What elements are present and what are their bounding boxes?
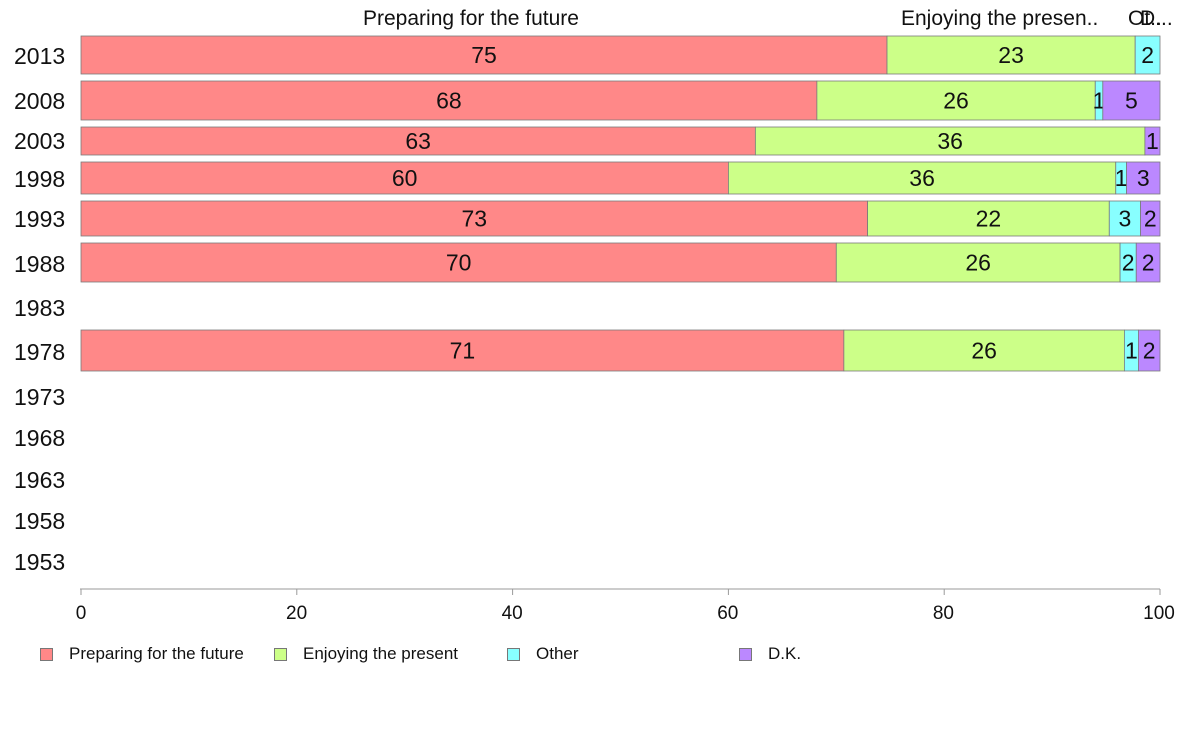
top-label-preparing: Preparing for the future xyxy=(363,7,579,30)
bar-value-label: 73 xyxy=(461,206,487,232)
bar-segment xyxy=(80,126,756,156)
y-tick-label: 1978 xyxy=(14,339,66,365)
bar-segment xyxy=(835,242,1121,283)
bar-value-label: 63 xyxy=(405,128,431,154)
legend-swatch xyxy=(40,647,53,661)
bar-value-label: 36 xyxy=(909,165,935,191)
bar-segment xyxy=(1138,329,1161,372)
bar-segment xyxy=(1144,126,1161,156)
top-label-other: Ot.. xyxy=(1128,7,1162,30)
legend-label: Other xyxy=(536,644,579,663)
x-tick-label: 40 xyxy=(501,603,523,624)
legend-item-other: Other xyxy=(507,644,579,664)
bar-value-label: 5 xyxy=(1125,88,1138,114)
bar-segment xyxy=(80,242,837,283)
bar-segment xyxy=(1134,35,1161,75)
bar-value-label: 2 xyxy=(1144,206,1157,232)
bar-value-label: 1 xyxy=(1093,88,1106,114)
bar-value-label: 22 xyxy=(976,206,1002,232)
legend-swatch xyxy=(274,647,287,661)
bar-segment xyxy=(80,200,868,237)
y-tick-label: 1958 xyxy=(14,508,66,534)
bar-segment xyxy=(1108,200,1141,237)
y-tick-label: 1983 xyxy=(14,295,66,321)
bar-segment xyxy=(1126,161,1161,195)
bar-segment xyxy=(754,126,1146,156)
legend-item-dk: D.K. xyxy=(739,644,801,664)
bar-segment xyxy=(80,329,845,372)
legend-item-enjoying: Enjoying the present xyxy=(274,644,458,664)
y-tick-label: 1988 xyxy=(14,251,66,277)
bar-value-label: 2 xyxy=(1142,250,1155,276)
y-tick-label: 2003 xyxy=(14,128,66,154)
bar-segment xyxy=(1135,242,1161,283)
top-label-enjoying: Enjoying the presen.. xyxy=(901,7,1099,30)
bar-value-label: 26 xyxy=(965,250,991,276)
legend-label: Enjoying the present xyxy=(303,644,458,663)
bar-value-label: 36 xyxy=(937,128,963,154)
bar-segment xyxy=(80,80,818,121)
bar-value-label: 26 xyxy=(971,338,997,364)
legend-item-preparing: Preparing for the future xyxy=(40,644,244,664)
bar-segment xyxy=(816,80,1096,121)
bar-value-label: 1 xyxy=(1125,338,1138,364)
y-tick-label: 1993 xyxy=(14,206,66,232)
bar-value-label: 60 xyxy=(392,165,418,191)
bar-value-label: 2 xyxy=(1122,250,1135,276)
bar-segment xyxy=(843,329,1125,372)
y-tick-label: 1998 xyxy=(14,166,66,192)
legend-label: Preparing for the future xyxy=(69,644,244,663)
bar-segment xyxy=(80,161,729,195)
y-tick-label: 1963 xyxy=(14,467,66,493)
bar-segment xyxy=(867,200,1110,237)
y-tick-label: 1973 xyxy=(14,384,66,410)
bar-segment xyxy=(1102,80,1161,121)
y-tick-label: 2013 xyxy=(14,43,66,69)
bar-value-label: 71 xyxy=(450,338,476,364)
bar-value-label: 2 xyxy=(1141,42,1154,68)
top-label-dk: D... xyxy=(1140,7,1173,30)
bar-value-label: 75 xyxy=(471,42,497,68)
x-tick-label: 0 xyxy=(75,603,87,624)
bar-value-label: 2 xyxy=(1143,338,1156,364)
bar-value-label: 68 xyxy=(436,88,462,114)
x-tick-label: 100 xyxy=(1143,603,1175,624)
x-tick-label: 60 xyxy=(717,603,739,624)
bar-segment xyxy=(80,35,888,75)
bar-value-label: 1 xyxy=(1146,128,1159,154)
bar-value-label: 1 xyxy=(1115,165,1128,191)
legend-label: D.K. xyxy=(768,644,802,663)
bar-value-label: 23 xyxy=(998,42,1024,68)
bar-value-label: 70 xyxy=(446,250,472,276)
x-tick-label: 80 xyxy=(932,603,954,624)
bar-segment xyxy=(728,161,1117,195)
bar-segment xyxy=(886,35,1136,75)
legend-swatch xyxy=(739,647,752,661)
y-tick-label: 1953 xyxy=(14,549,66,575)
bar-value-label: 3 xyxy=(1119,206,1132,232)
legend-swatch xyxy=(507,647,520,661)
bar-value-label: 3 xyxy=(1137,165,1150,191)
bar-value-label: 26 xyxy=(943,88,969,114)
y-tick-label: 1968 xyxy=(14,425,66,451)
bar-segment xyxy=(1140,200,1161,237)
y-tick-label: 2008 xyxy=(14,88,66,114)
x-tick-label: 20 xyxy=(286,603,308,624)
